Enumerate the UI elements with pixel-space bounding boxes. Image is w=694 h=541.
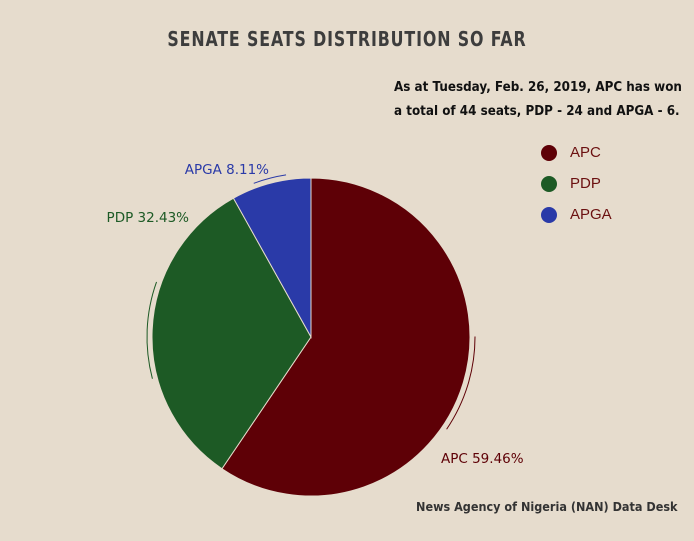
data-label-apga: APGA 8.11%: [185, 162, 269, 178]
legend-label: PDP: [570, 175, 601, 192]
label-leader: [146, 281, 157, 379]
legend-item-pdp[interactable]: PDP: [541, 168, 612, 199]
legend: APC PDP APGA: [541, 137, 612, 230]
data-label-pdp: PDP 32.43%: [107, 210, 190, 226]
legend-marker: [541, 144, 557, 161]
chart-subtitle: As at Tuesday, Feb. 26, 2019, APC has wo…: [394, 76, 682, 124]
label-leader: [253, 174, 287, 184]
source-credit: News Agency of Nigeria (NAN) Data Desk: [416, 499, 678, 514]
pie-slice-apc[interactable]: [221, 177, 471, 497]
legend-label: APGA: [570, 206, 612, 223]
label-leader: [446, 336, 476, 430]
legend-marker: [541, 175, 557, 192]
chart-title: SENATE SEATS DISTRIBUTION SO FAR: [167, 27, 527, 51]
legend-label: APC: [570, 144, 601, 161]
subtitle-line: a total of 44 seats, PDP - 24 and APGA -…: [394, 104, 680, 119]
pie-slice-pdp[interactable]: [151, 197, 312, 470]
pie-slice-apga[interactable]: [232, 177, 312, 339]
subtitle-line: As at Tuesday, Feb. 26, 2019, APC has wo…: [394, 80, 682, 95]
legend-item-apc[interactable]: APC: [541, 137, 612, 168]
data-label-apc: APC 59.46%: [441, 451, 524, 467]
legend-marker: [541, 206, 557, 223]
legend-item-apga[interactable]: APGA: [541, 199, 612, 230]
